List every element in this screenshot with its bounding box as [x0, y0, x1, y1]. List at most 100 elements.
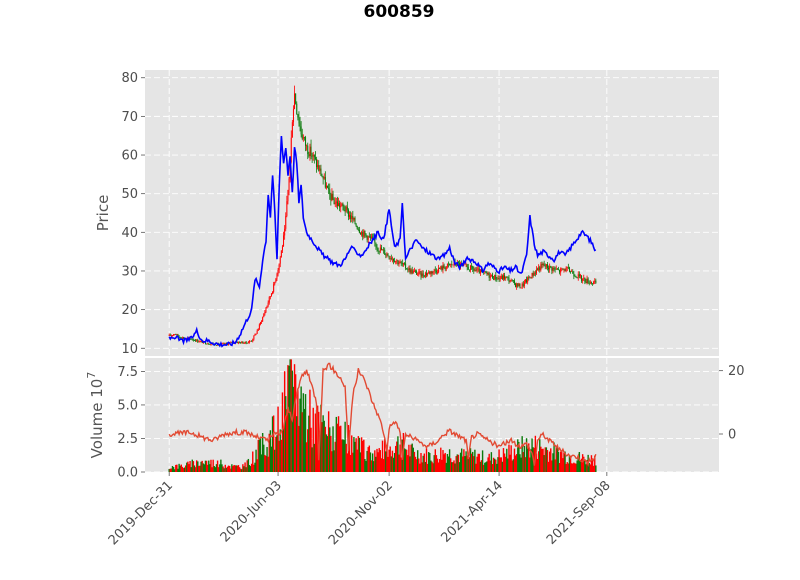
price-candle-body [423, 275, 425, 277]
volume-bar [266, 447, 268, 472]
volume-bar [331, 451, 333, 472]
price-candle-body [259, 322, 261, 325]
volume-bar [287, 365, 289, 472]
price-candle-body [439, 268, 441, 269]
volume-bar [453, 460, 455, 472]
volume-bar [305, 442, 308, 472]
volume-bar [341, 439, 343, 472]
volume-bar [428, 452, 430, 472]
price-candle-body [445, 266, 447, 270]
volume-bar [294, 374, 297, 472]
price-candle-body [496, 279, 498, 281]
price-candle-body [287, 189, 289, 202]
volume-bar [515, 454, 518, 472]
price-candle-body [301, 134, 303, 139]
price-candle-body [342, 203, 344, 207]
volume-bar [222, 466, 224, 472]
x-axis-ticks: 2019-Dec-31 2020-Jun-03 2020-Nov-02 2021-Ap… [106, 472, 614, 548]
price-candle-body [178, 336, 180, 338]
volume-bar [451, 462, 453, 472]
volume-bar [351, 435, 353, 472]
volume-bar [496, 463, 498, 472]
price-candle-body [584, 277, 586, 282]
price-candle-body [498, 278, 500, 280]
volume-bar [192, 461, 195, 472]
volume-bar [375, 456, 377, 472]
price-candle-body [242, 341, 244, 344]
volume-y-tick-label: 0.0 [117, 466, 138, 481]
volume-bar [286, 409, 288, 472]
price-candle-body [390, 258, 392, 260]
volume-bar [223, 468, 225, 472]
volume-bar [569, 455, 572, 472]
price-candle-body [488, 272, 490, 278]
price-candle-body [280, 250, 282, 258]
volume-bar [476, 456, 478, 472]
volume-bar [590, 455, 593, 472]
volume-bar [179, 465, 181, 472]
volume-axis-label: Volume 107 [85, 372, 106, 459]
volume-bar [440, 447, 442, 472]
price-candle-body [435, 270, 437, 273]
price-candle-body [192, 339, 194, 341]
price-candle-body [391, 258, 393, 260]
volume-bar [563, 452, 565, 472]
volume-bar [572, 463, 574, 472]
volume-bar [324, 426, 327, 472]
price-candle-body [313, 154, 315, 158]
volume-bar [412, 447, 415, 472]
volume-bar [330, 435, 332, 472]
volume-secondary-line [168, 362, 597, 468]
price-candle-body [357, 229, 359, 230]
price-candle-body [241, 341, 243, 344]
price-candle-body [255, 333, 257, 335]
volume-bar [176, 464, 178, 472]
volume-bar [181, 466, 184, 472]
price-candle-body [565, 267, 567, 272]
price-candle-body [487, 272, 489, 275]
volume-bar [235, 465, 237, 472]
price-candle-body [421, 273, 423, 277]
price-candle-body [477, 268, 479, 270]
volume-bar [446, 453, 449, 472]
price-candle-body [430, 271, 432, 274]
volume-bar [188, 464, 190, 472]
price-candle-body [305, 137, 307, 146]
price-candle-body [386, 253, 388, 255]
volume-bar [540, 446, 542, 472]
volume-bar [544, 447, 546, 472]
volume-bar [353, 437, 355, 472]
volume-bar [244, 462, 246, 472]
volume-bar [406, 449, 408, 472]
volume-bar [430, 460, 432, 472]
volume-bar [397, 436, 399, 472]
price-candle-body [266, 305, 268, 309]
price-candle-body [275, 279, 277, 282]
price-candle-body [175, 334, 177, 335]
volume-bar [242, 464, 244, 472]
price-candle-body [564, 269, 566, 272]
volume-bar [471, 451, 474, 472]
price-y-tick-label: 70 [121, 110, 138, 125]
volume-bar [282, 426, 285, 472]
volume-bar [578, 451, 581, 472]
volume-bar [425, 448, 428, 472]
volume-bar [335, 416, 338, 472]
price-candle-body [222, 343, 224, 345]
price-candle-body [181, 337, 183, 339]
price-candle-body [507, 277, 509, 278]
price-candle-body [589, 282, 591, 284]
price-candle-body [316, 159, 318, 168]
volume-bar [514, 455, 517, 472]
price-candle-body [550, 266, 552, 268]
volume-bar [303, 408, 306, 472]
price-candle-body [540, 264, 542, 271]
volume-y-tick-label: 7.5 [117, 365, 138, 380]
volume-bar [552, 453, 554, 472]
volume-bar [499, 457, 501, 472]
volume-bar [381, 440, 384, 472]
volume-bar [377, 452, 379, 472]
price-candle-body [246, 343, 248, 344]
price-candle-body [274, 281, 276, 285]
volume-bar [583, 456, 585, 472]
